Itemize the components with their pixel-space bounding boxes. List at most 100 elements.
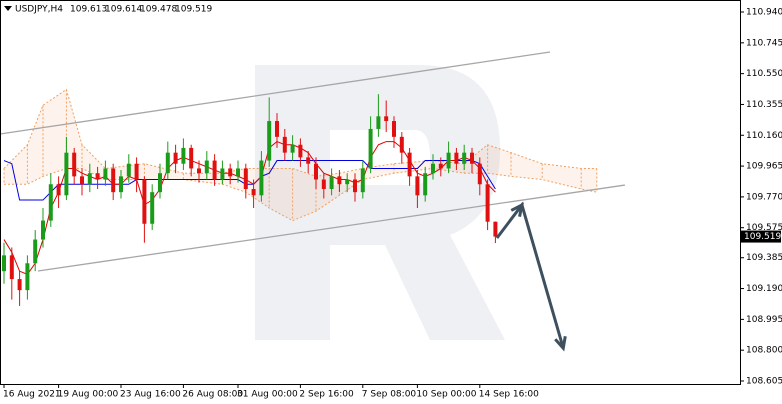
- x-tick-label: 16 Aug 2021: [3, 390, 61, 400]
- candle-body: [134, 163, 139, 180]
- candle-body: [438, 163, 443, 169]
- candle-body: [462, 152, 467, 164]
- header-low: 109.478: [140, 5, 177, 15]
- candle-body: [25, 263, 30, 291]
- kijun-line: [3, 160, 496, 201]
- candle-body: [2, 255, 6, 272]
- x-tick-label: 19 Aug 00:00: [58, 390, 119, 400]
- candle-body: [431, 163, 435, 174]
- y-tick-label: 110.745: [746, 38, 782, 48]
- candle-body: [454, 152, 459, 164]
- candle-body: [267, 121, 272, 161]
- candle-body: [119, 176, 123, 193]
- candle-body: [103, 168, 108, 180]
- candle-body: [485, 184, 490, 222]
- y-tick-label: 109.190: [746, 284, 782, 294]
- candle-body: [165, 152, 170, 174]
- candle-body: [399, 136, 404, 153]
- candle-body: [415, 176, 420, 196]
- candle-body: [158, 173, 162, 193]
- candle-body: [48, 184, 53, 221]
- candle-body: [236, 168, 240, 177]
- x-tick-label: 23 Aug 16:00: [120, 390, 181, 400]
- candle-body: [337, 176, 342, 185]
- x-tick-label: 26 Aug 08:00: [182, 390, 243, 400]
- candle-body: [259, 160, 264, 196]
- candle-body: [306, 157, 311, 164]
- candle-body: [95, 173, 100, 180]
- header-high: 109.614: [105, 5, 142, 15]
- candle-body: [204, 160, 209, 174]
- candle-body: [197, 168, 201, 174]
- candle-body: [470, 152, 474, 164]
- candle-body: [360, 168, 365, 193]
- plot-area: [0, 51, 625, 352]
- candle-body: [353, 179, 357, 193]
- y-tick-label: 108.995: [746, 315, 782, 325]
- y-tick-label: 110.355: [746, 100, 782, 110]
- x-tick-label: 7 Sep 08:00: [362, 390, 417, 400]
- channel-line: [0, 51, 551, 135]
- y-tick-label: 110.160: [746, 131, 782, 141]
- candle-body: [33, 239, 38, 264]
- candle-body: [72, 152, 77, 177]
- x-tick-label: 31 Aug 00:00: [237, 390, 298, 400]
- candle-body: [150, 192, 155, 224]
- cloud-upper: [3, 88, 597, 177]
- header-open: 109.613: [70, 5, 107, 15]
- tenkan-line: [3, 141, 496, 275]
- candle-body: [181, 147, 186, 164]
- current-price-label: 109.519: [744, 232, 781, 242]
- chart-title: USDJPY,H4: [15, 5, 63, 15]
- symbol-menu-icon[interactable]: [4, 6, 12, 11]
- candle-body: [423, 173, 428, 196]
- candle-body: [345, 179, 350, 185]
- candle-body: [80, 176, 84, 185]
- x-tick-label: 2 Sep 16:00: [299, 390, 354, 400]
- x-tick-label: 14 Sep 16:00: [479, 390, 539, 400]
- candle-body: [228, 168, 233, 177]
- candle-body: [56, 184, 61, 196]
- candle-body: [392, 121, 396, 137]
- plot-border: [0, 0, 741, 385]
- candle-body: [111, 168, 116, 193]
- candle-body: [407, 152, 412, 177]
- watermark-logo: [255, 65, 505, 340]
- candle-body: [41, 220, 45, 240]
- candle-body: [64, 152, 69, 196]
- candle-body: [298, 144, 303, 158]
- candle-body: [251, 188, 256, 196]
- current-price-box: [741, 230, 781, 243]
- header-close: 109.519: [175, 5, 212, 15]
- candle-body: [126, 163, 131, 177]
- arrow-head: [510, 202, 524, 218]
- candle-body: [376, 116, 381, 129]
- y-tick-label: 109.575: [746, 223, 782, 233]
- candle-body: [212, 160, 217, 180]
- candle-body: [321, 179, 326, 189]
- candle-body: [368, 128, 373, 169]
- y-tick-label: 109.965: [746, 162, 782, 172]
- candle-body: [87, 173, 92, 185]
- y-tick-label: 110.550: [746, 69, 782, 79]
- candle-body: [243, 168, 248, 189]
- candle-body: [173, 152, 178, 164]
- candle-body: [384, 116, 389, 122]
- y-tick-label: 109.770: [746, 192, 782, 202]
- candle-body: [446, 152, 451, 169]
- y-tick-label: 108.605: [746, 376, 782, 386]
- x-tick-label: 10 Sep 00:00: [416, 390, 476, 400]
- candle-body: [17, 279, 22, 291]
- candle-body: [477, 163, 482, 185]
- candle-body: [189, 147, 194, 169]
- y-tick-label: 108.800: [746, 346, 782, 356]
- candle-body: [220, 168, 225, 180]
- cloud-fill: [4, 89, 597, 221]
- arrow-head: [554, 336, 567, 352]
- candle-body: [9, 255, 14, 280]
- watermark: [255, 65, 505, 340]
- candle-body: [329, 176, 334, 189]
- candle-body: [282, 136, 287, 153]
- candle-body: [493, 221, 498, 237]
